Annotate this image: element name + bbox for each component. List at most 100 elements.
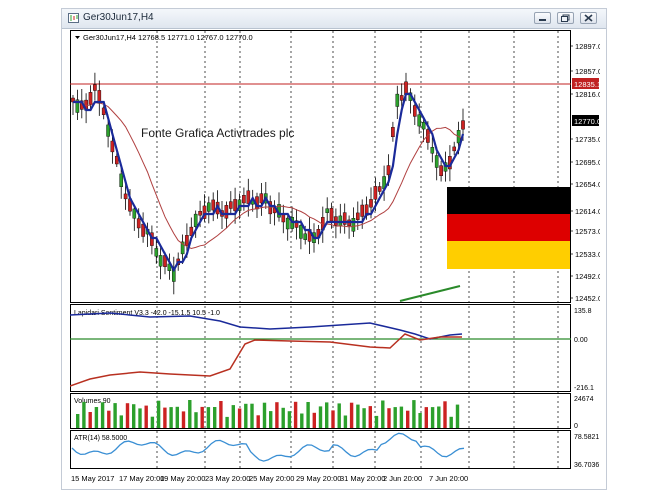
- candle-body: [281, 213, 286, 223]
- candle-body: [303, 233, 308, 240]
- candle-body: [189, 226, 194, 236]
- volume-bar: [150, 416, 155, 428]
- candle-body: [452, 146, 457, 152]
- restore-button[interactable]: [557, 12, 574, 24]
- candle-body: [325, 208, 330, 213]
- window-titlebar[interactable]: Ger30Jun17,H4: [62, 9, 606, 29]
- volume-bar: [225, 416, 229, 428]
- candle-body: [430, 147, 435, 154]
- volume-bar: [94, 407, 99, 428]
- candle-body: [158, 255, 163, 267]
- candle-body: [294, 220, 299, 228]
- volume-bar: [275, 402, 279, 428]
- candle-body: [242, 194, 246, 204]
- volume-bar: [156, 400, 161, 428]
- close-button[interactable]: [580, 12, 597, 24]
- candle-body: [461, 120, 465, 130]
- volumes-scale-top: 24674: [574, 396, 594, 403]
- candle-body: [369, 199, 373, 208]
- trend-green-line: [399, 285, 461, 302]
- volume-bar: [368, 406, 372, 428]
- chart-window: Ger30Jun17,H4: [61, 8, 607, 490]
- candle-body: [211, 199, 216, 211]
- time-tick-label: 23 May 20:00: [205, 474, 250, 483]
- price-axis: 12897.0 12857.0 12816.0 12735.0 12695.0 12654…: [570, 42, 602, 303]
- candle-body: [193, 213, 198, 228]
- price-tick-label: 12695.0: [575, 158, 600, 167]
- volume-bar: [256, 415, 260, 428]
- volume-bar: [406, 410, 410, 428]
- price-tick-label: 12533.0: [575, 250, 600, 259]
- candle-body: [150, 232, 154, 246]
- close-icon: [584, 14, 593, 22]
- volume-bar: [331, 410, 335, 428]
- candle-body: [154, 248, 159, 257]
- atr-line: [71, 432, 465, 462]
- candle-body: [421, 121, 426, 130]
- volume-bar: [318, 406, 323, 428]
- candle-body: [106, 124, 110, 137]
- candle-body: [97, 90, 102, 104]
- volume-bar: [381, 400, 385, 428]
- time-tick-label: 25 May 20:00: [249, 474, 294, 483]
- volume-bar: [287, 411, 292, 428]
- candle-body: [417, 114, 422, 127]
- volume-bar: [200, 406, 204, 428]
- price-tick-label: 12573.0: [575, 227, 600, 236]
- volume-bar: [262, 402, 267, 428]
- volume-bar: [169, 407, 173, 428]
- sentiment-scale-zero: 0.00: [574, 337, 588, 344]
- candle-body: [351, 217, 356, 232]
- volume-bar: [119, 415, 123, 428]
- price-tick-label: 12614.0: [575, 207, 600, 216]
- watermark-text: Fonte Grafica Activtrades plc: [141, 126, 294, 140]
- candle-body: [377, 186, 382, 192]
- candle-body: [404, 81, 408, 95]
- volume-bar: [343, 415, 348, 428]
- price-tick-label: 12492.0: [575, 272, 600, 281]
- volume-bar: [181, 411, 186, 428]
- volume-bar: [300, 413, 304, 428]
- minimize-button[interactable]: [534, 12, 551, 24]
- volume-bar: [113, 403, 117, 428]
- volume-bar: [76, 414, 80, 428]
- price-tick-label: 12816.0: [575, 90, 600, 99]
- candle-body: [233, 199, 237, 212]
- candle-body: [136, 218, 141, 229]
- volume-bars: [76, 400, 460, 428]
- volume-bar: [312, 412, 316, 428]
- sentiment-scale: 135.8 0.00 -216.1: [574, 308, 594, 392]
- candle-body: [88, 92, 93, 105]
- time-tick-label: 29 May 20:00: [296, 474, 341, 483]
- restore-icon: [561, 14, 570, 22]
- sentiment-scale-top: 135.8: [574, 308, 592, 315]
- volume-bar: [412, 400, 416, 428]
- candlesticks: [71, 72, 465, 295]
- volume-bar: [138, 408, 142, 428]
- volume-bar: [306, 402, 310, 428]
- candle-body: [228, 201, 233, 209]
- volume-bar: [325, 402, 329, 428]
- atr-panel-frame: [70, 430, 571, 469]
- current-price-box: 12770.0: [572, 115, 601, 126]
- candle-body: [206, 202, 211, 212]
- volume-bar: [188, 400, 192, 428]
- main-header-text: Ger30Jun17,H4 12768.5 12771.0 12767.0 12…: [83, 33, 253, 42]
- moving-average-blue: [73, 92, 465, 273]
- volume-bar: [418, 413, 422, 428]
- candle-body: [434, 155, 439, 168]
- chart-area[interactable]: 12897.0 12857.0 12816.0 12735.0 12695.0 12654…: [69, 30, 602, 489]
- chart-canvas[interactable]: 12897.0 12857.0 12816.0 12735.0 12695.0 12654…: [69, 30, 602, 489]
- price-tick-label: 12452.0: [575, 294, 600, 303]
- candle-body: [413, 105, 417, 117]
- window-title: Ger30Jun17,H4: [83, 12, 154, 23]
- volume-bar: [337, 403, 341, 428]
- price-tick-label: 12897.0: [575, 42, 600, 51]
- price-tick-label: 12735.0: [575, 135, 600, 144]
- candle-body: [391, 127, 395, 138]
- atr-scale: 78.5821 36.7036: [574, 434, 599, 469]
- volume-bar: [293, 401, 298, 428]
- price-tick-label: 12857.0: [575, 67, 600, 76]
- volume-bar: [349, 402, 354, 428]
- volumes-panel-frame: [70, 393, 571, 429]
